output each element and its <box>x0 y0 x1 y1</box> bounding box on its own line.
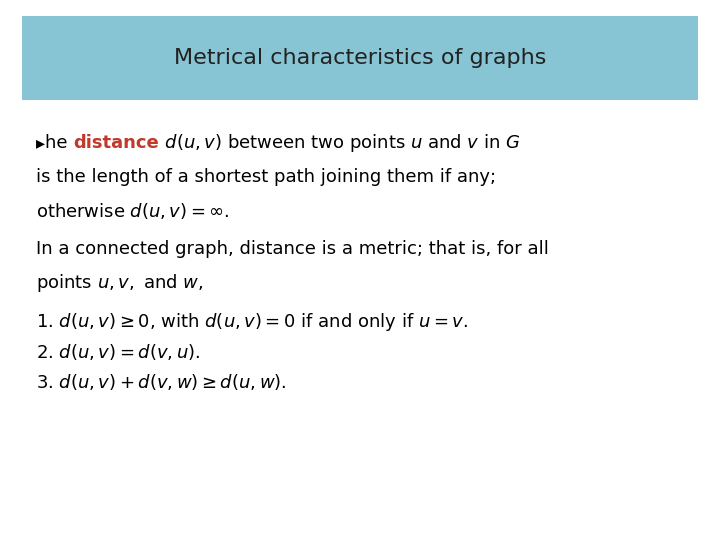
Text: is the length of a shortest path joining them if any;: is the length of a shortest path joining… <box>36 168 496 186</box>
FancyBboxPatch shape <box>22 16 698 100</box>
Text: 3. $d(u, v) + d(v, w) \geq d(u, w)$.: 3. $d(u, v) + d(v, w) \geq d(u, w)$. <box>36 372 287 392</box>
Text: 1. $d(u, v) \geq 0$, with $d(u, v) = 0$ if and only if $u = v$.: 1. $d(u, v) \geq 0$, with $d(u, v) = 0$ … <box>36 312 468 333</box>
Text: In a connected graph, distance is a metric; that is, for all: In a connected graph, distance is a metr… <box>36 240 549 259</box>
Text: 2. $d(u, v) = d(v, u)$.: 2. $d(u, v) = d(v, u)$. <box>36 342 200 362</box>
Text: distance: distance <box>73 134 159 152</box>
Text: points $u, v,$ and $w,$: points $u, v,$ and $w,$ <box>36 273 204 294</box>
Text: $d(u, v)$ between two points $u$ and $v$ in $G$: $d(u, v)$ between two points $u$ and $v$… <box>159 132 521 154</box>
Text: otherwise $d(u, v) = \infty$.: otherwise $d(u, v) = \infty$. <box>36 200 230 221</box>
Text: Metrical characteristics of graphs: Metrical characteristics of graphs <box>174 48 546 68</box>
Text: he: he <box>45 134 73 152</box>
Text: ▸: ▸ <box>36 134 45 152</box>
